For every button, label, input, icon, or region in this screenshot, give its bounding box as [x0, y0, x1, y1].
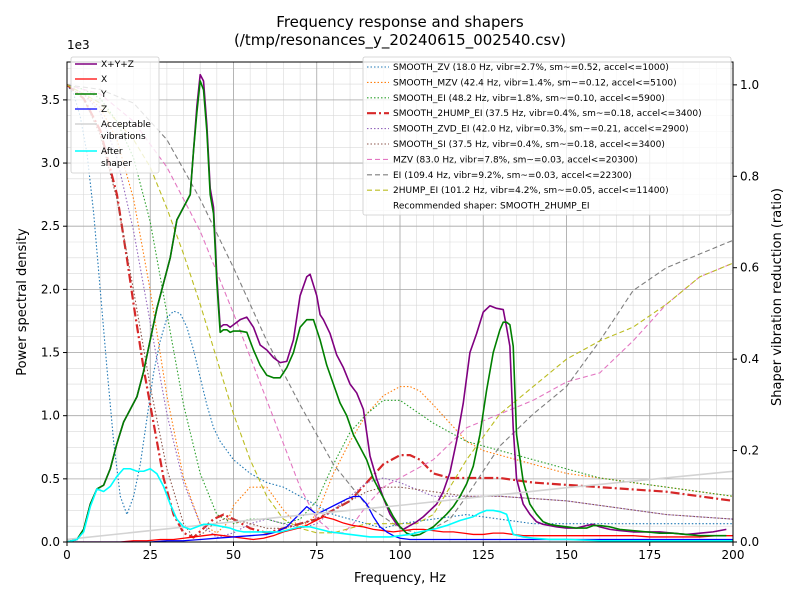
psd-legend-box	[70, 56, 160, 174]
x-tick-label: 75	[309, 548, 324, 562]
shaper-legend-box	[362, 56, 732, 216]
shaper-legend-label: SMOOTH_SI (37.5 Hz, vibr=0.4%, sm~=0.18,…	[393, 140, 665, 150]
y-axis-label: Power spectral density	[15, 228, 30, 376]
x-tick-label: 125	[472, 548, 495, 562]
y-tick-label: 3.5	[41, 93, 60, 107]
psd-curve-2	[67, 80, 727, 542]
shaper-curve-1	[67, 84, 733, 534]
shaper-legend-label: SMOOTH_2HUMP_EI (37.5 Hz, vibr=0.4%, sm~…	[393, 109, 702, 119]
y-tick-label: 3.0	[41, 156, 60, 170]
psd-curve-5	[67, 467, 733, 542]
psd-legend: X+Y+Z XYZ Acceptable vibrations After shaper	[70, 56, 160, 174]
shaper-legend-label: SMOOTH_ZVD_EI (42.0 Hz, vibr=0.3%, sm~=0…	[393, 125, 689, 135]
x-tick-label: 150	[555, 548, 578, 562]
shaper-legend-label: MZV (83.0 Hz, vibr=7.8%, sm~=0.03, accel…	[393, 155, 638, 165]
y-tick-label: 2.0	[41, 282, 60, 296]
shaper-curve-3	[67, 84, 733, 539]
psd-legend-label: Acceptable	[101, 120, 151, 130]
y2-axis-label: Shaper vibration reduction (ratio)	[770, 188, 785, 406]
y-tick-label: 2.5	[41, 219, 60, 233]
x-tick-label: 100	[389, 548, 412, 562]
x-axis-label: Frequency, Hz	[354, 571, 446, 586]
shaper-legend-label: SMOOTH_ZV (18.0 Hz, vibr=2.7%, sm~=0.52,…	[393, 63, 669, 73]
psd-legend-label: Y	[100, 90, 107, 100]
shaper-legend-label: EI (109.4 Hz, vibr=9.2%, sm~=0.03, accel…	[393, 171, 632, 181]
psd-legend-label: shaper	[101, 159, 132, 169]
shaper-curve-4	[67, 84, 733, 539]
shaper-legend: SMOOTH_ZV (18.0 Hz, vibr=2.7%, sm~=0.52,…	[362, 56, 732, 216]
y2-tick-label: 0.0	[740, 535, 759, 549]
x-tick-label: 175	[638, 548, 661, 562]
psd-legend-label: Z	[101, 105, 107, 115]
y2-tick-label: 0.6	[740, 261, 759, 275]
y-tick-label: 1.5	[41, 346, 60, 360]
psd-legend-label: vibrations	[101, 132, 146, 142]
shaper-legend-label: SMOOTH_EI (48.2 Hz, vibr=1.8%, sm~=0.10,…	[393, 94, 665, 104]
y2-tick-label: 0.8	[740, 169, 759, 183]
x-tick-label: 200	[722, 548, 745, 562]
psd-legend-label: X	[101, 75, 107, 85]
shaper-curve-5	[67, 84, 733, 539]
shaper-legend-label: 2HUMP_EI (101.2 Hz, vibr=4.2%, sm~=0.05,…	[393, 186, 669, 196]
y-tick-label: 1.0	[41, 409, 60, 423]
psd-legend-label: After	[101, 147, 123, 157]
psd-legend-label: X+Y+Z	[101, 60, 134, 70]
y2-tick-label: 0.2	[740, 444, 759, 458]
axes: 0 25 50 75 100 125 150 175 2000.00.51.01.52.02.5…	[41, 78, 759, 562]
y-offset-text: 1e3	[67, 38, 90, 52]
plot-area	[67, 73, 733, 542]
x-tick-label: 0	[63, 548, 71, 562]
psd-curve-3	[67, 495, 733, 542]
chart-title: Frequency response and shapers	[276, 13, 524, 31]
y-tick-label: 0.5	[41, 472, 60, 486]
y2-tick-label: 1.0	[740, 78, 759, 92]
psd-curve-1	[67, 516, 733, 542]
psd-curve-4	[67, 470, 733, 541]
shaper-curve-8	[67, 84, 733, 534]
x-tick-label: 25	[143, 548, 158, 562]
shaper-legend-label: SMOOTH_MZV (42.4 Hz, vibr=1.4%, sm~=0.12…	[393, 78, 677, 88]
y-tick-label: 0.0	[41, 535, 60, 549]
recommended-shaper-text: Recommended shaper: SMOOTH_2HUMP_EI	[393, 202, 590, 212]
shaper-curve-0	[67, 84, 733, 529]
y2-tick-label: 0.4	[740, 352, 759, 366]
shaper-curve-6	[67, 84, 733, 534]
x-tick-label: 50	[226, 548, 241, 562]
chart-subtitle: (/tmp/resonances_y_20240615_002540.csv)	[234, 31, 566, 50]
